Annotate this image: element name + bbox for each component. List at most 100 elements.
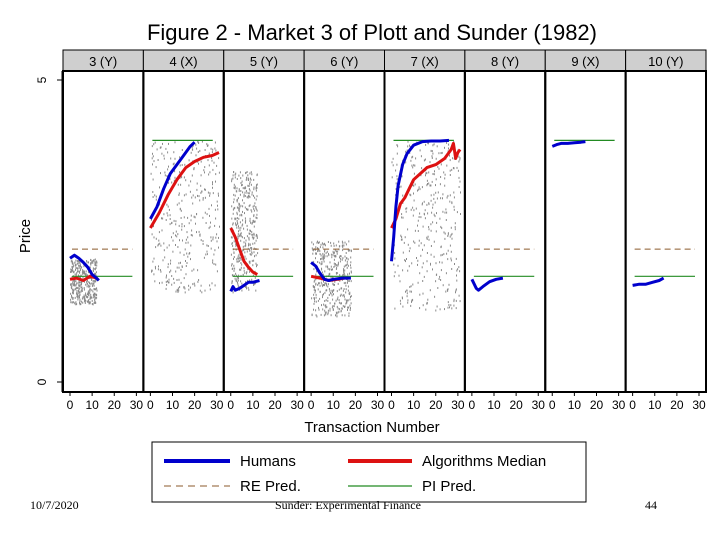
algorithm-trade-point	[234, 194, 236, 197]
algorithm-trade-point	[433, 143, 435, 146]
algorithm-trade-point	[453, 300, 455, 303]
algorithm-trade-point	[173, 151, 175, 154]
algorithm-trade-point	[197, 280, 199, 283]
algorithm-trade-point	[319, 253, 321, 255]
algorithm-trade-point	[402, 194, 404, 197]
algorithm-trade-point	[91, 282, 93, 285]
algorithm-trade-point	[244, 217, 246, 220]
algorithm-trade-point	[438, 278, 440, 280]
algorithm-trade-point	[336, 250, 337, 253]
algorithm-trade-point	[243, 249, 245, 251]
algorithm-trade-point	[326, 283, 328, 286]
algorithm-trade-point	[255, 262, 257, 265]
algorithm-trade-point	[186, 262, 188, 264]
algorithm-trade-point	[324, 282, 326, 285]
algorithm-trade-point	[318, 241, 320, 244]
algorithm-trade-point	[256, 184, 257, 187]
algorithm-trade-point	[256, 265, 257, 268]
algorithm-trade-point	[430, 229, 432, 232]
algorithm-trade-point	[92, 283, 94, 286]
algorithm-trade-point	[250, 178, 252, 181]
algorithm-trade-point	[79, 293, 81, 296]
algorithm-trade-point	[237, 255, 239, 258]
algorithm-trade-point	[169, 178, 171, 181]
algorithm-trade-point	[322, 308, 324, 311]
algorithm-trade-point	[212, 183, 213, 186]
algorithm-trade-point	[253, 225, 255, 228]
algorithm-trade-point	[326, 265, 328, 268]
algorithm-trade-point	[178, 266, 180, 269]
algorithm-trade-point	[75, 280, 77, 283]
algorithm-trade-point	[442, 193, 444, 196]
algorithm-trade-point	[196, 188, 198, 191]
algorithm-trade-point	[446, 252, 448, 255]
algorithm-trade-point	[333, 252, 335, 254]
algorithm-trade-point	[75, 288, 77, 291]
algorithm-trade-point	[73, 283, 75, 286]
algorithm-trade-point	[397, 145, 399, 148]
algorithm-trade-point	[423, 275, 425, 278]
algorithm-trade-point	[436, 212, 437, 215]
algorithm-trade-point	[325, 313, 327, 316]
x-tick-label: 20	[670, 398, 684, 412]
algorithm-trade-point	[85, 300, 87, 302]
algorithm-trade-point	[70, 301, 72, 304]
algorithm-trade-point	[322, 294, 324, 297]
algorithm-trade-point	[325, 306, 327, 309]
algorithm-trade-point	[249, 220, 251, 222]
algorithm-trade-point	[79, 291, 81, 294]
algorithm-trade-point	[79, 298, 81, 301]
algorithm-trade-point	[324, 311, 326, 314]
algorithm-trade-point	[434, 170, 435, 173]
algorithm-trade-point	[447, 249, 449, 252]
algorithm-trade-point	[96, 296, 98, 299]
algorithm-trade-point	[184, 291, 186, 294]
algorithm-trade-point	[199, 149, 201, 152]
algorithm-trade-point	[313, 280, 315, 283]
algorithm-trade-point	[238, 227, 240, 230]
algorithm-trade-point	[344, 259, 346, 262]
algorithm-trade-point	[236, 206, 238, 209]
algorithm-trade-point	[167, 214, 169, 217]
algorithm-trade-point	[192, 202, 194, 205]
algorithm-trade-point	[200, 174, 202, 177]
algorithm-trade-point	[232, 291, 234, 294]
algorithm-trade-point	[241, 289, 243, 292]
algorithm-trade-point	[348, 306, 350, 309]
algorithm-trade-point	[349, 293, 351, 296]
algorithm-trade-point	[178, 289, 180, 292]
algorithm-trade-point	[323, 243, 325, 246]
algorithm-trade-point	[392, 164, 394, 167]
algorithm-trade-point	[73, 264, 75, 267]
algorithm-trade-point	[405, 260, 406, 263]
algorithm-trade-point	[72, 289, 74, 292]
algorithm-trade-point	[198, 142, 200, 144]
algorithm-trade-point	[323, 260, 325, 263]
algorithm-trade-point	[205, 222, 207, 224]
algorithm-trade-point	[194, 216, 196, 219]
algorithm-trade-point	[396, 163, 398, 166]
algorithm-trade-point	[344, 269, 346, 272]
algorithm-trade-point	[430, 223, 432, 226]
algorithm-trade-point	[427, 142, 429, 145]
algorithm-trade-point	[414, 183, 416, 186]
algorithm-trade-point	[400, 302, 402, 305]
algorithm-trade-point	[324, 270, 326, 273]
algorithm-trade-point	[415, 157, 417, 160]
algorithm-trade-point	[206, 244, 208, 247]
algorithm-trade-point	[201, 140, 203, 143]
algorithm-trade-point	[437, 287, 439, 289]
algorithms-median-series	[69, 274, 97, 282]
algorithm-trade-point	[320, 258, 321, 261]
algorithm-trade-point	[95, 280, 97, 283]
algorithm-trade-point	[202, 243, 204, 245]
algorithm-trade-point	[447, 258, 449, 261]
algorithm-trade-point	[319, 290, 321, 293]
algorithm-trade-point	[75, 303, 77, 306]
algorithm-trade-point	[94, 301, 96, 304]
algorithm-trade-point	[192, 283, 194, 286]
algorithm-trade-point	[324, 300, 326, 302]
algorithm-trade-point	[75, 266, 77, 269]
algorithm-trade-point	[93, 279, 95, 282]
algorithm-trade-point	[453, 298, 455, 301]
